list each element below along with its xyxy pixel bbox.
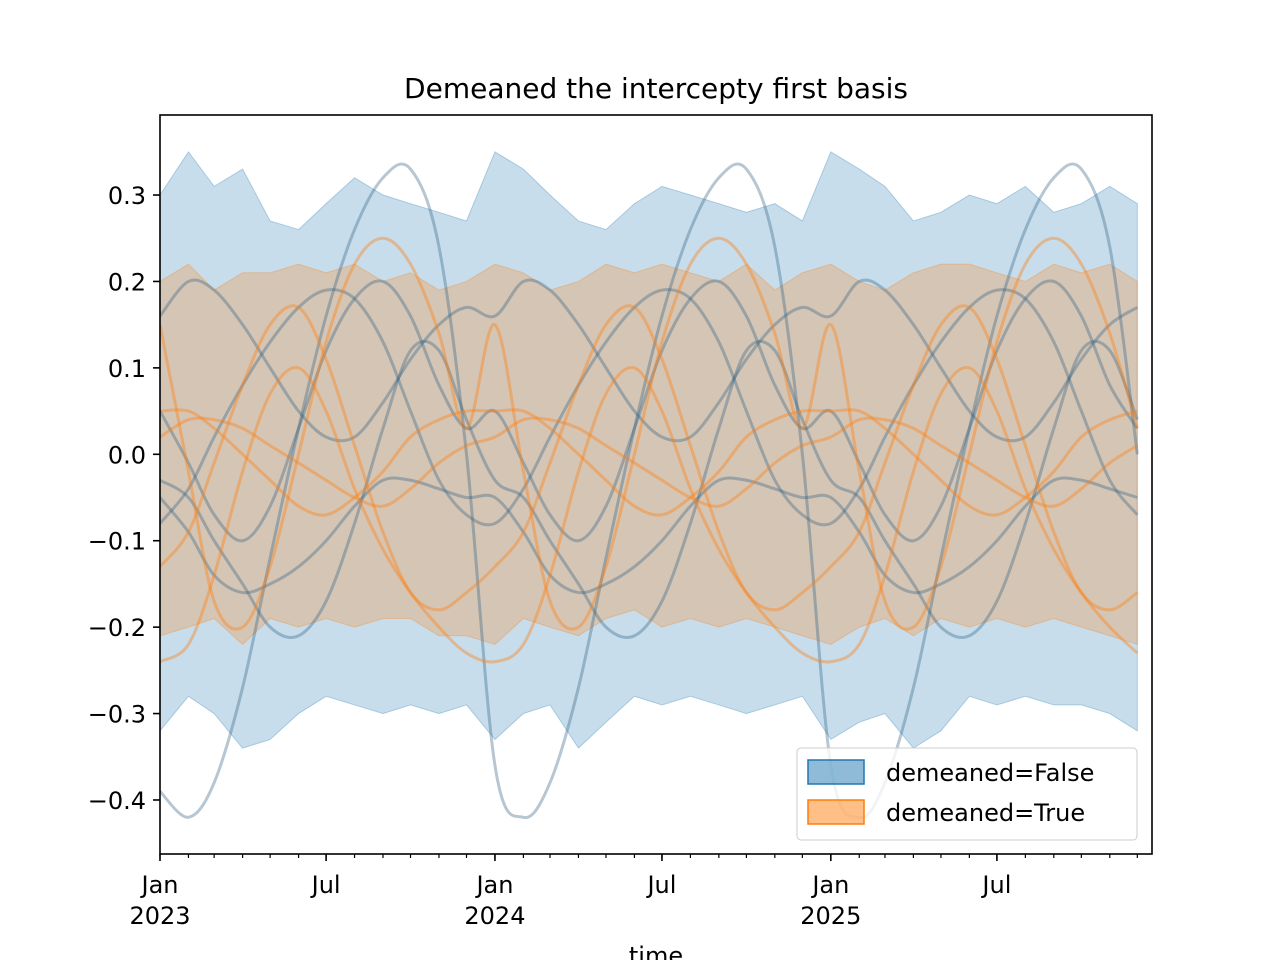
sample-line [160, 416, 1139, 508]
x-tick-label: Jan 2025 [800, 871, 862, 930]
legend-label: demeaned=False [886, 759, 1094, 787]
sample-line [160, 162, 1139, 819]
sample-line [160, 278, 1139, 443]
y-tick-label: −0.3 [88, 701, 146, 729]
axes-frame [159, 114, 1153, 855]
y-tick-label: 0.1 [108, 355, 146, 383]
sample-line [160, 408, 1138, 517]
x-tick-label: Jul [982, 871, 1012, 899]
x-tick-label: Jul [647, 871, 677, 899]
y-tick-label: 0.2 [108, 268, 146, 296]
sample-line [160, 236, 1139, 631]
y-tick-label: 0.0 [108, 441, 146, 469]
sample-line [160, 365, 1139, 664]
plot-area [160, 150, 1139, 819]
x-tick-label: Jan 2023 [129, 871, 191, 930]
sample-line [160, 304, 1139, 612]
y-tick-label: −0.1 [88, 528, 146, 556]
sample-line [160, 279, 1139, 543]
legend: demeaned=False demeaned=True [796, 747, 1138, 841]
legend-swatch [807, 759, 865, 785]
band [160, 263, 1138, 646]
x-axis-label: time [629, 942, 683, 960]
sample-line [160, 339, 1139, 639]
legend-swatch [807, 799, 865, 825]
legend-label: demeaned=True [886, 799, 1085, 827]
y-tick-label: −0.2 [88, 614, 146, 642]
band [160, 150, 1138, 749]
legend-frame [796, 747, 1138, 841]
y-tick-label: −0.4 [88, 787, 146, 815]
sample-line [160, 476, 1138, 595]
chart-title: Demeaned the intercepty first basis [404, 72, 908, 105]
x-tick-label: Jan 2024 [464, 871, 526, 930]
sample-line [160, 288, 1139, 527]
y-tick-label: 0.3 [108, 182, 146, 210]
x-tick-label: Jul [311, 871, 341, 899]
